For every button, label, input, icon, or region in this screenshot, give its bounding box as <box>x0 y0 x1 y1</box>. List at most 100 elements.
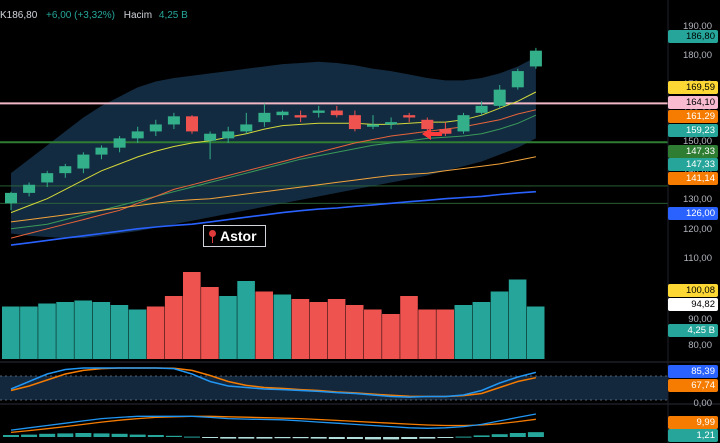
candle <box>41 170 54 188</box>
osc-histogram-bar <box>401 437 418 439</box>
price-tag-blue: 126,00 <box>668 207 718 220</box>
candle <box>113 136 126 153</box>
candle-body <box>312 110 325 113</box>
volume-bar <box>56 302 74 359</box>
last-price: 186,80 <box>6 10 38 21</box>
osc-histogram-bar <box>419 437 436 439</box>
volume-bar <box>454 305 473 359</box>
candle <box>131 126 144 143</box>
volume-bar <box>201 287 219 359</box>
osc-histogram-bar <box>147 435 164 437</box>
price-axis-tick: 120,00 <box>682 224 712 235</box>
map-pin-icon <box>208 229 217 243</box>
candle-body <box>529 50 542 67</box>
bollinger-band <box>11 57 536 239</box>
candle <box>529 47 542 69</box>
osc-histogram-bar <box>75 433 92 437</box>
candle-body <box>95 147 108 155</box>
osc-histogram-bar <box>491 434 508 437</box>
price-tag-green: 4,25 B <box>668 324 718 337</box>
candle-body <box>59 166 72 174</box>
price-change: +6,00 (+3,32%) <box>46 10 115 21</box>
annotation-label: Astor <box>220 228 257 244</box>
candle-body <box>457 115 470 132</box>
candle <box>23 182 36 197</box>
price-tag-orange: 9,99 <box>668 416 718 429</box>
ma-line-red <box>10 109 537 239</box>
volume-bar <box>526 306 545 359</box>
volume-bar <box>309 302 328 359</box>
price-axis-tick: 150,00 <box>682 136 712 147</box>
candle <box>330 105 343 118</box>
candle <box>348 110 361 132</box>
osc-histogram-bar <box>129 434 146 437</box>
candle-body <box>167 116 180 125</box>
price-tag-darkgreen: 147,33 <box>668 145 718 158</box>
candle-body <box>240 124 253 132</box>
candle-body <box>511 71 524 88</box>
volume-bar <box>110 305 129 359</box>
candle-body <box>385 122 398 125</box>
candle-body <box>23 184 36 193</box>
osc-histogram-bar <box>274 437 291 439</box>
osc-histogram-bar <box>220 437 237 439</box>
osc-histogram-bar <box>365 437 381 440</box>
volume-bar <box>364 309 382 359</box>
volume-label: Hacim <box>123 10 153 21</box>
candle <box>439 122 452 137</box>
price-tag-yellow: 169,59 <box>668 81 718 94</box>
osc-histogram-bar <box>39 433 56 437</box>
volume-bar <box>472 302 491 359</box>
osc-histogram-bar <box>437 437 454 438</box>
volume-bar <box>345 305 364 359</box>
candle-body <box>421 119 434 130</box>
price-tag-blue: 85,39 <box>668 365 718 378</box>
candle-body <box>493 89 506 106</box>
candle <box>385 117 398 130</box>
volume-bar <box>327 299 346 359</box>
osc-histogram-bar <box>238 437 255 439</box>
symbol-fragment: K <box>0 10 7 21</box>
osc-histogram-bar <box>165 435 182 437</box>
osc-histogram-bar <box>310 437 327 439</box>
osc-histogram-bar <box>93 433 110 437</box>
astor-annotation[interactable]: Astor <box>203 225 266 247</box>
volume-bar <box>436 309 454 359</box>
volume-bar <box>183 272 201 359</box>
candle-body <box>294 115 307 118</box>
price-axis-tick: 130,00 <box>682 194 712 205</box>
osc-histogram-bar <box>383 437 400 440</box>
candle <box>77 152 90 174</box>
candle <box>204 131 217 160</box>
price-tag-green: 159,23 <box>668 124 718 137</box>
volume-bar <box>146 306 165 359</box>
candle-body <box>77 154 90 169</box>
osc-histogram-bar <box>292 437 309 439</box>
candle <box>167 112 180 130</box>
candle-body <box>131 131 144 139</box>
osc-histogram-bar <box>328 437 345 439</box>
volume-bar <box>508 279 527 359</box>
stoch-band <box>0 376 668 400</box>
price-tag-green: 147,33 <box>668 158 718 171</box>
price-tag-white: 94,82 <box>668 298 718 311</box>
volume-bar <box>237 281 255 359</box>
candle-body <box>204 133 217 141</box>
price-tag-pink: 164,10 <box>668 96 718 109</box>
candle <box>222 126 235 143</box>
price-axis-tick: 110,00 <box>683 253 712 264</box>
candle <box>5 191 17 211</box>
candle <box>149 119 162 137</box>
candle <box>95 145 108 160</box>
candle <box>294 110 307 123</box>
candle <box>457 112 470 134</box>
candle <box>475 101 488 116</box>
osc-histogram-bar <box>3 435 19 437</box>
osc-histogram-bar <box>21 434 38 437</box>
ma-line-blue <box>10 190 536 246</box>
price-axis-tick: 0,00 <box>693 398 713 409</box>
osc-histogram-bar <box>527 432 544 437</box>
volume-bar <box>291 299 310 359</box>
ma-line-orange <box>10 156 537 223</box>
